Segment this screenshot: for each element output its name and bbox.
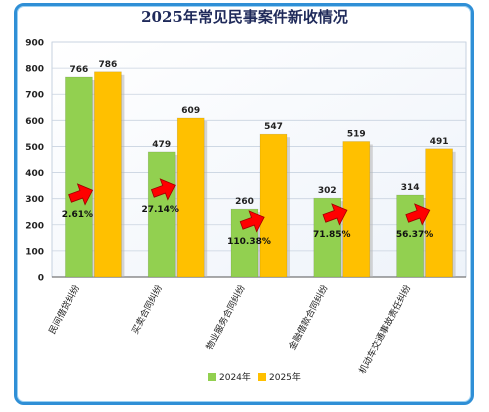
data-label: 491 <box>430 137 449 147</box>
arrow-shape <box>68 183 94 206</box>
arrow-shape <box>405 203 431 226</box>
data-label: 609 <box>181 106 200 116</box>
data-label: 519 <box>347 129 366 139</box>
growth-arrow <box>239 210 265 233</box>
y-tick-label: 100 <box>25 247 44 257</box>
y-tick-label: 800 <box>25 65 44 75</box>
bar <box>94 71 122 278</box>
y-tick-label: 300 <box>25 195 44 205</box>
data-label: 766 <box>70 65 89 75</box>
growth-label: 71.85% <box>313 230 351 240</box>
bar <box>65 76 93 278</box>
data-label: 260 <box>235 197 254 207</box>
growth-arrow <box>150 178 176 201</box>
legend-swatch <box>208 373 216 381</box>
bar <box>425 148 453 278</box>
x-tick-label: 物业服务合同纠纷 <box>203 283 247 352</box>
growth-label: 2.61% <box>62 210 93 220</box>
y-tick-label: 400 <box>25 169 44 179</box>
bar <box>342 141 371 278</box>
arrow-shape <box>322 203 348 226</box>
y-tick-label: 0 <box>38 274 44 284</box>
data-label: 314 <box>401 183 420 193</box>
growth-arrow <box>68 183 94 206</box>
arrow-shape <box>239 210 265 233</box>
data-label: 786 <box>99 60 118 70</box>
data-label: 302 <box>318 186 337 196</box>
data-label: 479 <box>152 140 171 150</box>
x-tick-label: 金融借款合同纠纷 <box>286 283 330 352</box>
chart-title: 2025年常见民事案件新收情况 <box>141 8 348 26</box>
growth-arrow <box>405 203 431 226</box>
arrow-shape <box>150 178 176 201</box>
legend-label: 2025年 <box>269 371 301 383</box>
x-tick-label: 民间借贷纠纷 <box>46 283 82 336</box>
y-tick-label: 700 <box>25 91 44 101</box>
bar <box>147 151 176 278</box>
bar <box>259 133 288 278</box>
growth-label: 27.14% <box>141 205 179 215</box>
legend-swatch <box>258 373 266 381</box>
bar <box>176 117 205 278</box>
data-label: 547 <box>264 122 283 132</box>
y-tick-label: 200 <box>25 221 44 231</box>
growth-arrow <box>322 203 348 226</box>
x-tick-label: 买卖合同纠纷 <box>129 283 165 336</box>
y-tick-label: 900 <box>25 39 44 49</box>
growth-label: 110.38% <box>227 237 271 247</box>
y-tick-label: 600 <box>25 117 44 127</box>
y-tick-label: 500 <box>25 143 44 153</box>
x-tick-label: 机动车交通事故责任纠纷 <box>356 283 413 376</box>
growth-label: 56.37% <box>396 230 434 240</box>
legend-label: 2024年 <box>219 371 251 383</box>
